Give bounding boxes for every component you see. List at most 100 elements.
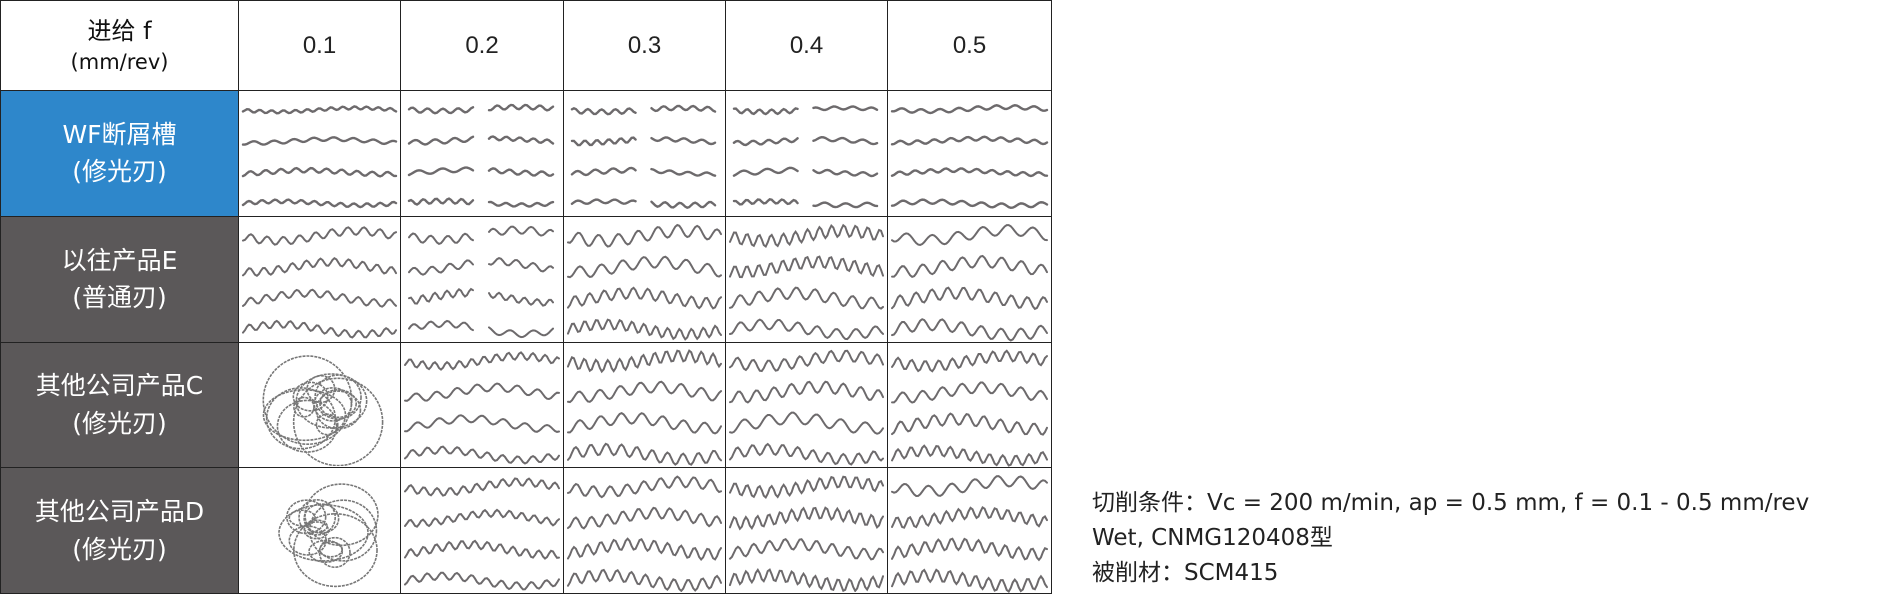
chip	[650, 104, 717, 113]
chip	[566, 537, 723, 561]
chip	[566, 349, 723, 374]
chip-table: 进给 f (mm/rev) 0.1 0.2 0.3 0.4 0.5 WF断屑槽 (修光刃) 以往产…	[0, 0, 1052, 594]
chip-cell	[400, 467, 564, 594]
chip	[570, 166, 637, 176]
chip	[732, 197, 799, 206]
notes: 切削条件：Vc = 200 m/min, ap = 0.5 mm, f = 0.…	[1092, 486, 1809, 591]
chip	[891, 317, 1048, 342]
chip	[891, 475, 1048, 498]
chip-image	[732, 105, 879, 209]
note-line: 被削材：SCM415	[1092, 560, 1279, 586]
chip-image	[566, 475, 723, 593]
chip-image	[262, 355, 384, 467]
chip-cell	[238, 90, 401, 217]
chip-cell	[887, 215, 1052, 343]
chip-cell	[238, 467, 401, 594]
chip-cell	[238, 341, 401, 469]
chip	[891, 506, 1048, 530]
table-row: WF断屑槽 (修光刃)	[0, 90, 1052, 217]
row-header: 以往产品E (普通刃)	[0, 215, 239, 343]
chip-image	[891, 475, 1048, 593]
chip	[404, 539, 560, 560]
chip-cell	[563, 90, 726, 217]
chip	[566, 255, 723, 278]
chip	[566, 286, 723, 310]
chip	[891, 381, 1048, 404]
chip-image	[728, 475, 885, 593]
chip	[890, 104, 1049, 115]
chip	[407, 135, 475, 147]
chip	[318, 536, 351, 569]
chip	[732, 136, 799, 146]
chip	[728, 506, 885, 531]
chip	[241, 104, 398, 115]
chip	[566, 442, 723, 467]
chip	[298, 499, 337, 536]
chip-image	[241, 104, 398, 209]
row-label: (普通刃)	[72, 283, 167, 313]
chip-image	[278, 483, 379, 588]
column-header: 0.1	[238, 0, 401, 91]
chip	[812, 135, 879, 146]
chip-cell	[563, 215, 726, 343]
chip	[262, 389, 347, 442]
chip	[891, 286, 1048, 310]
chip	[488, 326, 554, 339]
chip	[891, 348, 1048, 373]
chip	[891, 254, 1048, 278]
chip-cell	[725, 90, 888, 217]
chip	[570, 136, 637, 147]
row-label: (修光刃)	[72, 534, 167, 564]
chip-image	[570, 104, 717, 209]
note-line: 切削条件：Vc = 200 m/min, ap = 0.5 mm, f = 0.…	[1092, 490, 1810, 516]
row-header: 其他公司产品D (修光刃)	[0, 467, 239, 594]
chip	[566, 317, 723, 341]
chip	[728, 380, 885, 404]
chip	[404, 508, 560, 528]
chip	[487, 135, 555, 146]
column-header: 0.2	[400, 0, 564, 91]
chip-image	[566, 349, 723, 467]
chip-image	[890, 104, 1049, 210]
chip-image	[891, 223, 1048, 342]
chip	[891, 443, 1048, 467]
row-label: 以往产品E	[61, 245, 178, 275]
chip	[241, 166, 398, 178]
chip-cell	[563, 341, 726, 469]
chip	[566, 475, 723, 499]
chip	[241, 198, 398, 209]
chip	[890, 198, 1049, 210]
chip	[303, 503, 340, 534]
row-header: WF断屑槽 (修光刃)	[0, 90, 239, 217]
chip	[404, 571, 560, 591]
chip-cell	[238, 215, 401, 343]
chip	[488, 291, 554, 307]
chip	[728, 411, 885, 436]
chip	[728, 475, 885, 500]
chip	[408, 259, 474, 276]
chip	[570, 106, 637, 116]
chip	[566, 412, 723, 435]
chip	[812, 168, 879, 177]
chip	[404, 350, 560, 371]
table-row: 其他公司产品C (修光刃)	[0, 341, 1052, 469]
chip-cell	[725, 467, 888, 594]
column-header: 0.5	[887, 0, 1052, 91]
chip	[241, 288, 398, 308]
chip	[566, 568, 723, 593]
chip	[292, 377, 384, 467]
chip-cell	[887, 341, 1052, 469]
chip	[728, 254, 885, 278]
chip	[890, 167, 1049, 178]
chip	[891, 537, 1048, 562]
chip-image	[408, 225, 554, 339]
chip	[306, 375, 336, 404]
chip-image	[241, 225, 398, 339]
chip	[241, 256, 398, 277]
chip	[408, 232, 474, 246]
chip	[812, 105, 879, 111]
chip-image	[891, 348, 1048, 467]
chip	[408, 320, 474, 332]
chip	[487, 201, 555, 209]
chip	[262, 355, 353, 446]
